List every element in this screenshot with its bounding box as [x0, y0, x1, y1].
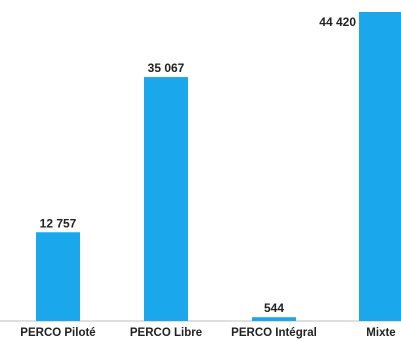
value-label-1: 12 757: [40, 216, 77, 230]
bars-group: [36, 12, 401, 321]
category-label-3: PERCO Intégral: [231, 327, 317, 339]
bar-2: [144, 77, 188, 321]
category-label-4: Mixte: [366, 327, 395, 339]
value-labels-group: 12 757 35 067 544 44 420: [40, 15, 357, 315]
category-labels-group: PERCO Piloté PERCO Libre PERCO Intégral Mix…: [20, 327, 395, 339]
value-label-3: 544: [264, 301, 284, 315]
category-label-1: PERCO Piloté: [20, 327, 95, 339]
value-label-2: 35 067: [148, 61, 185, 75]
bar-1: [36, 232, 80, 321]
bar-3: [252, 317, 296, 321]
bar-4: [359, 12, 401, 321]
category-label-2: PERCO Libre: [130, 327, 202, 339]
value-label-4: 44 420: [319, 15, 356, 29]
